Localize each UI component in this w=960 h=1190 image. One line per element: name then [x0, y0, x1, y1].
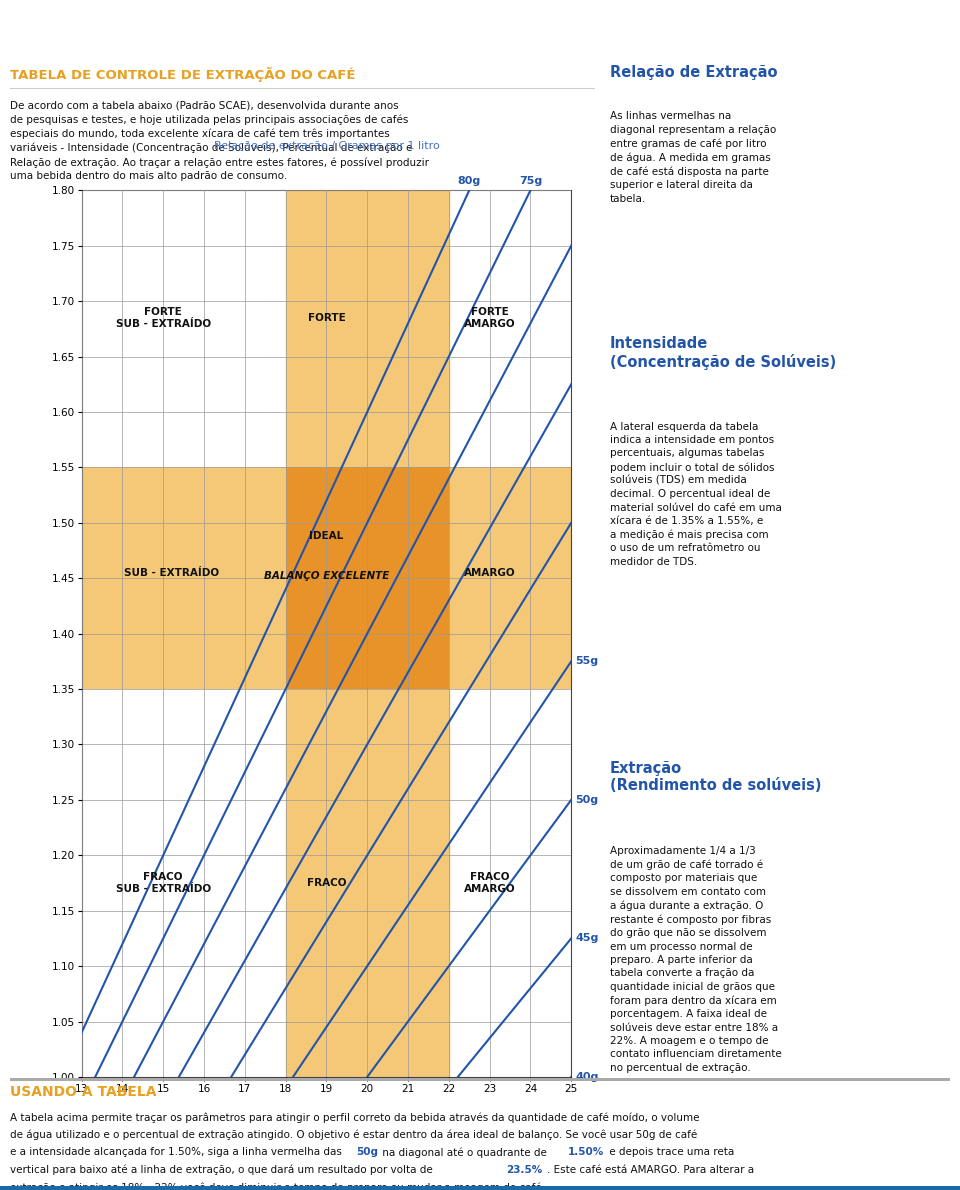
- Text: FORTE
AMARGO: FORTE AMARGO: [464, 307, 516, 330]
- Text: Intensidade
(Concentração de Solúveis): Intensidade (Concentração de Solúveis): [610, 337, 836, 370]
- Text: FRACO: FRACO: [306, 878, 347, 888]
- Text: De acordo com a tabela abaixo (Padrão SCAE), desenvolvida durante anos
de pesqui: De acordo com a tabela abaixo (Padrão SC…: [10, 100, 428, 181]
- Text: A TÉCNICA DE CONTROLE DE EXTRAÇÃO: A TÉCNICA DE CONTROLE DE EXTRAÇÃO: [215, 14, 745, 43]
- Bar: [286, 190, 448, 1077]
- Text: 1.50%: 1.50%: [567, 1147, 604, 1157]
- Text: As linhas vermelhas na
diagonal representam a relação
entre gramas de café por l: As linhas vermelhas na diagonal represen…: [610, 112, 776, 203]
- Text: 55g: 55g: [575, 657, 598, 666]
- Text: Extração
(Rendimento de solúveis): Extração (Rendimento de solúveis): [610, 760, 821, 793]
- Text: 40g: 40g: [575, 1072, 599, 1082]
- Text: 45g: 45g: [575, 933, 599, 944]
- Text: USANDO A TABELA: USANDO A TABELA: [10, 1085, 156, 1098]
- Text: extração e atingir os 18% - 22% você deve diminuir o tempo de preparo ou mudar a: extração e atingir os 18% - 22% você dev…: [10, 1182, 544, 1190]
- Text: 23.5%: 23.5%: [506, 1165, 542, 1175]
- Text: FRACO
SUB - EXTRAÍDO: FRACO SUB - EXTRAÍDO: [115, 872, 211, 894]
- Text: 75g: 75g: [518, 176, 542, 186]
- Text: na diagonal até o quadrante de: na diagonal até o quadrante de: [379, 1147, 550, 1158]
- Bar: [82, 468, 571, 689]
- Text: . Este café está AMARGO. Para alterar a: . Este café está AMARGO. Para alterar a: [547, 1165, 754, 1175]
- Text: FORTE: FORTE: [307, 313, 346, 322]
- Text: FRACO
AMARGO: FRACO AMARGO: [464, 872, 516, 894]
- Text: TABELA DE CONTROLE DE EXTRAÇÃO DO CAFÉ: TABELA DE CONTROLE DE EXTRAÇÃO DO CAFÉ: [10, 67, 355, 82]
- Text: AMARGO: AMARGO: [464, 568, 516, 577]
- Text: e a intensidade alcançada for 1.50%, siga a linha vermelha das: e a intensidade alcançada for 1.50%, sig…: [10, 1147, 345, 1157]
- Text: de água utilizado e o percentual de extração atingido. O objetivo é estar dentro: de água utilizado e o percentual de extr…: [10, 1129, 697, 1140]
- Text: IDEAL: IDEAL: [309, 531, 344, 541]
- Text: FORTE
SUB - EXTRAÍDO: FORTE SUB - EXTRAÍDO: [115, 307, 211, 330]
- Text: vertical para baixo até a linha de extração, o que dará um resultado por volta d: vertical para baixo até a linha de extra…: [10, 1165, 436, 1175]
- Text: 80g: 80g: [458, 176, 481, 186]
- Text: e depois trace uma reta: e depois trace uma reta: [606, 1147, 734, 1157]
- Text: Aproximadamente 1/4 a 1/3
de um grão de café torrado é
composto por materiais qu: Aproximadamente 1/4 a 1/3 de um grão de …: [610, 846, 781, 1072]
- Bar: [286, 468, 448, 689]
- Text: A tabela acima permite traçar os parâmetros para atingir o perfil correto da beb: A tabela acima permite traçar os parâmet…: [10, 1113, 699, 1123]
- Text: 50g: 50g: [356, 1147, 378, 1157]
- Text: A lateral esquerda da tabela
indica a intensidade em pontos
percentuais, algumas: A lateral esquerda da tabela indica a in…: [610, 421, 781, 566]
- Text: 50g: 50g: [575, 795, 598, 804]
- Text: Relação de Extração: Relação de Extração: [610, 64, 777, 80]
- Text: Relação de extração / Gramas por 1 litro: Relação de extração / Gramas por 1 litro: [213, 140, 440, 150]
- Text: SUB - EXTRAÍDO: SUB - EXTRAÍDO: [124, 568, 219, 577]
- Text: BALANÇO EXCELENTE: BALANÇO EXCELENTE: [264, 571, 389, 581]
